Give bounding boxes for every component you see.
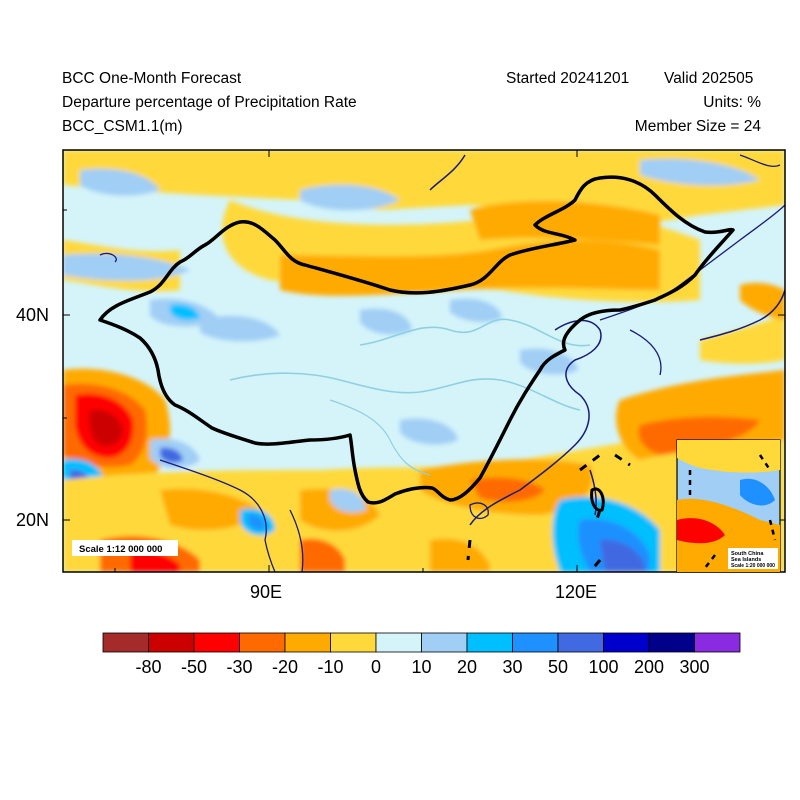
colorbar-swatch bbox=[557, 632, 604, 653]
colorbar-swatch bbox=[421, 632, 468, 653]
colorbar-label: -30 bbox=[226, 657, 252, 677]
colorbar-swatch bbox=[603, 632, 650, 653]
colorbar-label: 200 bbox=[634, 657, 664, 677]
colorbar-swatch bbox=[648, 632, 695, 653]
lon-label-120e: 120E bbox=[555, 582, 598, 602]
colorbar-swatch bbox=[193, 632, 240, 653]
colorbar-label: -20 bbox=[272, 657, 298, 677]
colorbar-swatch bbox=[375, 632, 422, 653]
colorbar-swatch bbox=[148, 632, 195, 653]
precip-field bbox=[63, 150, 785, 572]
south-china-sea-inset: South China Sea Islands Scale 1:20 000 0… bbox=[676, 439, 781, 573]
colorbar-label: -50 bbox=[181, 657, 207, 677]
units-label: Units: % bbox=[703, 94, 761, 111]
colorbar-swatch bbox=[330, 632, 377, 653]
colorbar-swatch bbox=[694, 632, 741, 653]
colorbar-swatch bbox=[284, 632, 331, 653]
svg-text:Scale 1:20 000 000: Scale 1:20 000 000 bbox=[731, 563, 775, 569]
colorbar-label: -80 bbox=[135, 657, 161, 677]
map-frame bbox=[62, 149, 786, 573]
lon-label-90e: 90E bbox=[250, 582, 283, 602]
colorbar-swatch bbox=[239, 632, 286, 653]
chart-title: BCC One-Month Forecast bbox=[62, 70, 242, 87]
started-date: Started 20241201 bbox=[506, 70, 630, 87]
colorbar-label: 0 bbox=[371, 657, 381, 677]
scale-box bbox=[72, 540, 178, 556]
colorbar-label: 100 bbox=[588, 657, 618, 677]
member-size: Member Size = 24 bbox=[634, 118, 761, 135]
lat-label-20n: 20N bbox=[16, 510, 50, 530]
valid-date: Valid 202505 bbox=[664, 70, 754, 87]
svg-text:South China: South China bbox=[731, 551, 764, 557]
colorbar-swatch bbox=[102, 632, 149, 653]
colorbar-label: 10 bbox=[411, 657, 431, 677]
colorbar-label: 30 bbox=[502, 657, 522, 677]
colorbar-swatch bbox=[466, 632, 513, 653]
colorbar-label: -10 bbox=[317, 657, 343, 677]
colorbar-label: 50 bbox=[548, 657, 568, 677]
lat-label-40n: 40N bbox=[16, 305, 50, 325]
scale-label: Scale 1:12 000 000 bbox=[79, 544, 162, 555]
colorbar-label: 20 bbox=[457, 657, 477, 677]
colorbar-swatch bbox=[512, 632, 559, 653]
chart-subtitle: Departure percentage of Precipitation Ra… bbox=[62, 94, 357, 111]
colorbar-label: 300 bbox=[679, 657, 709, 677]
model-name: BCC_CSM1.1(m) bbox=[62, 118, 183, 135]
svg-text:Sea Islands: Sea Islands bbox=[731, 557, 761, 563]
